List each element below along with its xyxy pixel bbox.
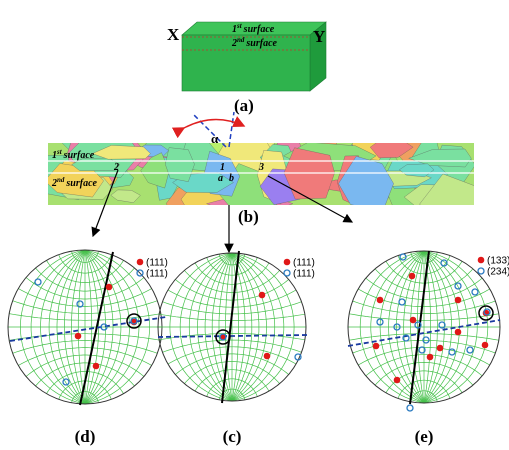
pole-red xyxy=(75,333,82,340)
pole-red xyxy=(409,273,416,280)
marker: a xyxy=(218,173,223,184)
pole-red xyxy=(437,345,444,352)
pole-blue xyxy=(467,347,473,353)
legend-blue xyxy=(284,270,290,276)
pole-blue xyxy=(35,279,41,285)
pole-red xyxy=(410,317,417,324)
pole-red xyxy=(373,343,380,350)
pole-figure: (111)(111) (c) xyxy=(158,251,315,446)
pole-red xyxy=(377,297,384,304)
pole-blue xyxy=(407,405,413,411)
pole-red xyxy=(455,329,462,336)
pole-figure: (111)(111) (d) xyxy=(8,250,168,446)
pole-red xyxy=(427,354,434,361)
pole-red xyxy=(394,377,401,384)
pole-blue xyxy=(63,379,69,385)
figure: X Y 1stsurface 2ndsurface (a) α 1stsurfa… xyxy=(0,0,509,450)
pole-red xyxy=(455,297,462,304)
pole-red xyxy=(106,284,113,291)
pole-blue xyxy=(399,299,405,305)
legend-red xyxy=(137,259,144,266)
legend-label: (234) xyxy=(487,267,509,278)
panel-label: (d) xyxy=(75,427,96,446)
legend-blue xyxy=(478,268,484,274)
legend-label: (111) xyxy=(146,269,168,280)
marker: b xyxy=(229,173,234,184)
legend-label: (111) xyxy=(293,258,315,269)
pole-figure: (133)(234) (e) xyxy=(348,251,509,446)
pole-blue xyxy=(449,349,455,355)
legend-label: (133) xyxy=(487,256,509,267)
panel-label: (a) xyxy=(234,96,254,115)
pole-red xyxy=(264,353,271,360)
legend-label: (111) xyxy=(146,258,168,269)
panel-label: (c) xyxy=(223,427,242,446)
ebsd-map xyxy=(36,120,491,233)
legend-label: (111) xyxy=(293,269,315,280)
angle-label: α xyxy=(211,131,219,146)
pole-red xyxy=(259,292,266,299)
marker: 3 xyxy=(258,162,264,173)
pole-blue xyxy=(472,289,478,295)
marker: 1 xyxy=(220,162,225,173)
y-label: Y xyxy=(313,27,325,46)
x-label: X xyxy=(167,25,180,44)
panel-label: (b) xyxy=(238,207,259,226)
pole-red xyxy=(93,363,100,370)
legend-red xyxy=(478,257,485,264)
panel-label: (e) xyxy=(415,427,434,446)
pole-red xyxy=(482,342,489,349)
legend-red xyxy=(284,259,291,266)
